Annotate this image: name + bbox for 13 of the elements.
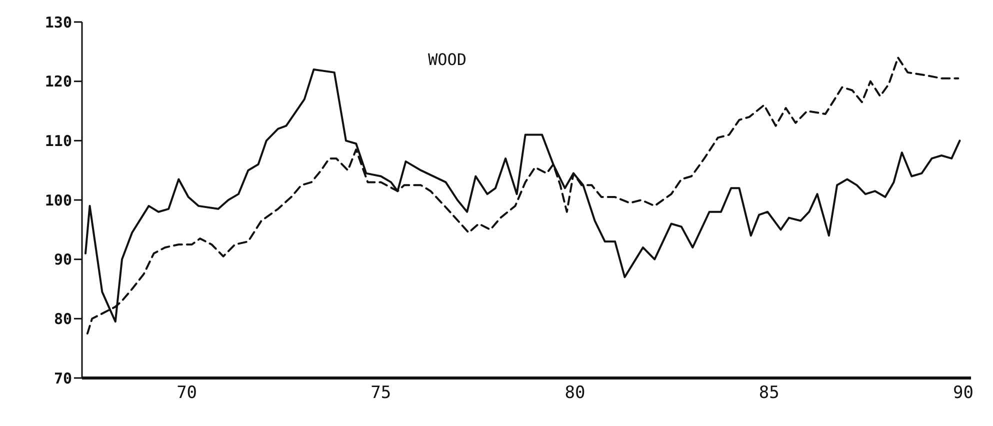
- x-tick-label: 85: [758, 383, 780, 404]
- x-tick-label: 75: [370, 383, 392, 404]
- y-tick-label: 100: [44, 191, 72, 210]
- y-tick-label: 130: [44, 13, 72, 32]
- x-tick-label: 70: [176, 383, 198, 404]
- x-tick-label: 80: [564, 383, 586, 404]
- y-tick-label: 80: [54, 310, 72, 328]
- text: WOOD: [428, 50, 467, 69]
- x-tick-label: 90: [952, 383, 974, 404]
- y-tick-label: 120: [44, 72, 72, 91]
- y-tick-label: 90: [54, 250, 72, 269]
- y-tick-label: 110: [44, 132, 72, 150]
- y-tick-label: 70: [54, 369, 72, 388]
